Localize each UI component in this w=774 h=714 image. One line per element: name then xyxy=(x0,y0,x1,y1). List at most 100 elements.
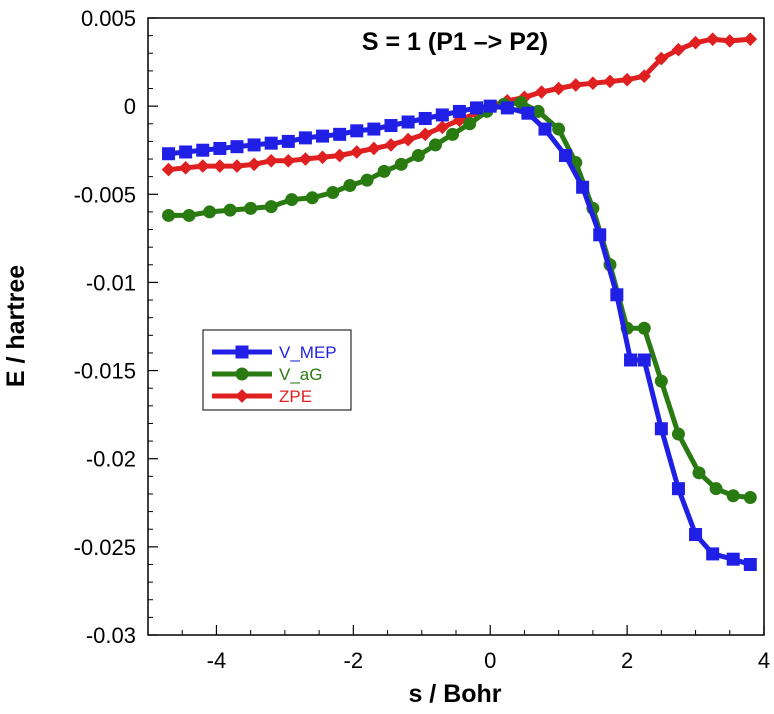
data-point-v-mep xyxy=(624,353,638,367)
y-tick-label: 0.005 xyxy=(81,6,136,31)
data-point-zpe xyxy=(688,35,703,50)
legend-label-v-ag: V_aG xyxy=(279,365,322,384)
data-point-zpe xyxy=(178,161,193,175)
data-point-v-ag xyxy=(360,173,374,187)
data-point-v-ag xyxy=(182,208,196,222)
y-tick-label: -0.025 xyxy=(74,535,136,560)
data-point-zpe xyxy=(367,141,381,156)
data-point-zpe xyxy=(586,76,600,91)
data-point-v-ag xyxy=(223,203,237,217)
data-point-zpe xyxy=(195,159,210,173)
data-point-v-ag xyxy=(743,490,757,504)
data-point-v-mep xyxy=(538,122,552,136)
y-tick-label: -0.015 xyxy=(74,359,136,384)
data-point-v-mep xyxy=(452,104,466,118)
data-point-zpe xyxy=(705,32,720,46)
data-point-v-ag xyxy=(305,191,319,205)
data-point-zpe xyxy=(435,120,450,135)
data-point-v-mep xyxy=(726,552,740,566)
data-point-v-ag xyxy=(264,200,278,214)
y-tick-label: 0 xyxy=(124,94,136,119)
data-point-v-mep xyxy=(593,228,607,242)
data-point-v-ag xyxy=(637,321,651,335)
data-point-v-ag xyxy=(343,178,357,192)
data-point-zpe xyxy=(298,152,313,166)
data-point-v-mep xyxy=(689,528,703,542)
data-point-v-ag xyxy=(726,489,740,503)
data-point-v-ag xyxy=(709,482,723,496)
data-point-v-mep xyxy=(264,136,278,150)
data-point-zpe xyxy=(281,153,296,168)
data-point-v-ag xyxy=(411,149,425,163)
data-point-v-mep xyxy=(743,557,757,571)
data-point-zpe xyxy=(654,51,669,66)
x-tick-label: -4 xyxy=(207,648,227,673)
y-tick-label: -0.005 xyxy=(74,182,136,207)
data-point-v-mep xyxy=(367,122,381,136)
data-point-v-mep xyxy=(610,288,624,302)
data-point-zpe xyxy=(568,78,583,92)
series-layer xyxy=(161,32,758,571)
data-point-v-ag xyxy=(654,374,668,388)
data-point-zpe xyxy=(332,148,347,163)
data-point-v-mep xyxy=(333,127,347,141)
data-point-v-ag xyxy=(463,117,477,131)
data-point-v-ag xyxy=(326,186,340,200)
data-point-v-mep xyxy=(162,147,176,161)
data-point-zpe xyxy=(637,69,652,83)
y-tick-label: -0.03 xyxy=(86,623,136,648)
data-point-v-ag xyxy=(446,127,460,141)
data-point-v-ag xyxy=(244,201,258,215)
legend-label-v-mep: V_MEP xyxy=(279,343,337,362)
data-point-zpe xyxy=(247,157,261,172)
x-tick-label: -2 xyxy=(344,648,364,673)
data-point-v-mep xyxy=(637,353,651,367)
data-point-zpe xyxy=(620,72,634,87)
data-point-v-mep xyxy=(483,99,497,113)
data-point-v-mep xyxy=(559,149,573,163)
data-point-v-mep xyxy=(418,111,432,125)
data-point-v-ag xyxy=(428,138,442,152)
data-point-v-ag xyxy=(285,193,299,207)
x-tick-label: 2 xyxy=(621,648,633,673)
x-tick-label: 4 xyxy=(758,648,770,673)
data-point-zpe xyxy=(603,74,617,89)
data-point-v-ag xyxy=(162,208,176,222)
data-point-v-mep xyxy=(281,134,295,148)
y-axis-ticks: 0.005 0 -0.005 -0.01 -0.015 -0.02 -0.025 -0.03 xyxy=(74,6,158,648)
data-point-v-mep xyxy=(384,119,398,133)
data-point-zpe xyxy=(671,42,686,57)
data-point-v-mep xyxy=(213,141,227,155)
data-point-v-mep xyxy=(654,422,668,436)
data-point-zpe xyxy=(722,34,737,48)
x-tick-label: 0 xyxy=(484,648,496,673)
data-point-zpe xyxy=(230,159,244,173)
data-point-v-ag xyxy=(531,104,545,118)
data-point-v-ag xyxy=(394,157,408,171)
data-point-v-mep xyxy=(350,124,364,138)
data-point-v-mep xyxy=(521,106,535,120)
data-point-v-ag xyxy=(692,466,706,480)
y-tick-label: -0.02 xyxy=(86,447,136,472)
data-point-v-mep xyxy=(435,108,449,122)
data-point-v-ag xyxy=(552,122,566,136)
data-point-v-mep xyxy=(179,145,193,159)
data-point-v-mep xyxy=(401,115,415,129)
data-point-v-mep xyxy=(230,140,244,154)
data-point-v-ag xyxy=(377,164,391,178)
data-point-zpe xyxy=(401,132,415,147)
data-point-zpe xyxy=(743,32,758,46)
data-point-v-mep xyxy=(500,101,514,115)
data-point-zpe xyxy=(264,153,279,168)
legend-marker-zpe xyxy=(235,389,249,403)
data-point-v-mep xyxy=(298,131,312,145)
data-point-v-mep xyxy=(316,129,330,143)
data-point-zpe xyxy=(213,159,227,173)
legend: V_MEP V_aG ZPE xyxy=(202,329,352,411)
x-axis-label: s / Bohr xyxy=(408,680,501,708)
data-point-zpe xyxy=(384,138,398,152)
data-point-v-mep xyxy=(576,180,590,194)
data-point-v-ag xyxy=(671,427,685,441)
data-point-v-ag xyxy=(514,96,528,110)
